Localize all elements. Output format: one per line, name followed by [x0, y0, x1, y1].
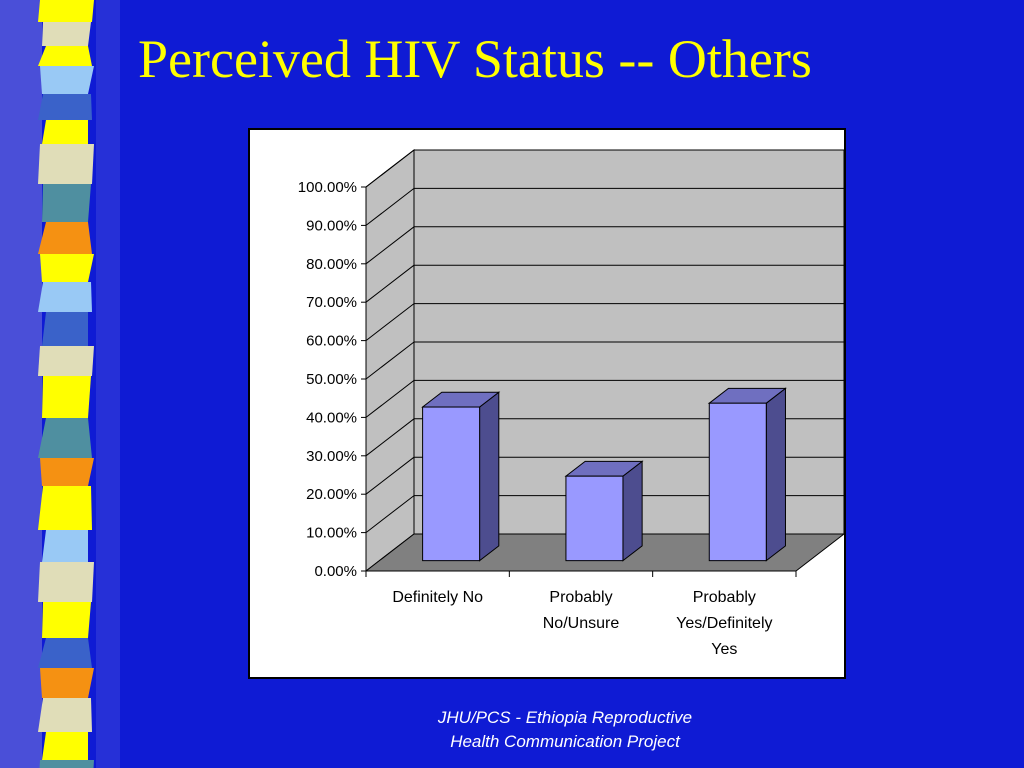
- stripe-segment: [38, 0, 94, 22]
- x-tick-label-line: No/Unsure: [543, 615, 620, 632]
- stripe-segment: [40, 66, 94, 94]
- x-tick-label-line: Definitely No: [392, 589, 483, 606]
- x-tick-label-line: Probably: [693, 589, 756, 606]
- stripe-segment: [42, 22, 91, 46]
- y-tick-label: 70.00%: [306, 294, 357, 311]
- stripe-segment: [42, 602, 91, 638]
- y-tick-label: 0.00%: [314, 563, 357, 580]
- stripe-segment: [38, 346, 94, 376]
- x-tick-label-line: Yes/Definitely: [676, 615, 772, 632]
- stripe-segment: [42, 732, 88, 760]
- gridline-diagonal: [365, 418, 415, 457]
- gridline-diagonal: [365, 226, 415, 265]
- footer-credit: JHU/PCS - Ethiopia Reproductive Health C…: [360, 706, 770, 754]
- footer-line-2: Health Communication Project: [450, 732, 680, 751]
- x-tick-label: Definitely No: [392, 589, 483, 606]
- y-tick-label: 20.00%: [306, 486, 357, 503]
- stripe-segment: [38, 222, 92, 254]
- stripe-segment: [40, 254, 94, 282]
- stripe-segment: [42, 120, 88, 144]
- footer-line-1: JHU/PCS - Ethiopia Reproductive: [437, 708, 693, 727]
- stripe-segment: [38, 46, 92, 66]
- bar-side: [479, 391, 500, 562]
- y-tick-label: 40.00%: [306, 409, 357, 426]
- left-shadow-bar: [0, 0, 42, 768]
- stripe-segment: [38, 282, 92, 312]
- stripe-segment: [38, 562, 94, 602]
- stripe-segment: [38, 698, 92, 732]
- x-tick-label: Probably Yes/Definitely Yes: [676, 589, 772, 658]
- gridline-diagonal: [365, 495, 415, 533]
- stripe-segment: [38, 638, 92, 668]
- stripe-segment: [42, 312, 88, 346]
- stripe-segment: [38, 486, 92, 530]
- bar: [564, 460, 644, 562]
- gridline-diagonal: [365, 341, 415, 380]
- y-tick-label: 30.00%: [306, 448, 357, 465]
- y-tick-label: 10.00%: [306, 525, 357, 542]
- y-tick-label: 80.00%: [306, 256, 357, 273]
- gridline-diagonal: [365, 264, 415, 303]
- x-tick-label: Probably No/Unsure: [543, 589, 620, 632]
- bar-side: [622, 460, 643, 562]
- stripe-segment: [42, 184, 91, 222]
- bar: [707, 387, 787, 562]
- stripe-segment: [39, 760, 94, 768]
- bar-chart: 0.00% 10.00% 20.00% 30.00% 40.00% 50.00% 60.00…: [298, 148, 844, 658]
- slide-title: Perceived HIV Status -- Others: [138, 29, 812, 89]
- gridline-diagonal: [365, 303, 415, 341]
- stripe-shadow: [96, 0, 120, 768]
- bar: [421, 391, 501, 562]
- bar-side: [765, 387, 786, 562]
- stripe-segment: [42, 376, 91, 418]
- stripe-segment: [38, 144, 94, 184]
- gridline-diagonal: [365, 188, 415, 226]
- chart-panel: 0.00% 10.00% 20.00% 30.00% 40.00% 50.00% 60.00…: [248, 128, 846, 679]
- gridline-diagonal: [365, 380, 415, 418]
- stripe-segment: [38, 418, 92, 458]
- gridline-diagonal: [365, 456, 415, 495]
- stripe-segment: [42, 530, 88, 562]
- y-tick-label: 60.00%: [306, 333, 357, 350]
- stripe-segment: [40, 668, 94, 698]
- y-tick-label: 90.00%: [306, 217, 357, 234]
- y-tick-label: 100.00%: [298, 179, 357, 196]
- x-tick-label-line: Probably: [549, 589, 612, 606]
- y-tick-label: 50.00%: [306, 371, 357, 388]
- stripe-segment: [40, 458, 94, 486]
- bar-front: [708, 402, 767, 562]
- x-tick-label-line: Yes: [711, 641, 737, 658]
- bar-front: [565, 475, 624, 562]
- stripe-segment: [38, 94, 92, 120]
- gridline-diagonal: [365, 149, 415, 188]
- bar-front: [422, 406, 481, 562]
- decorative-stripe: [38, 0, 120, 768]
